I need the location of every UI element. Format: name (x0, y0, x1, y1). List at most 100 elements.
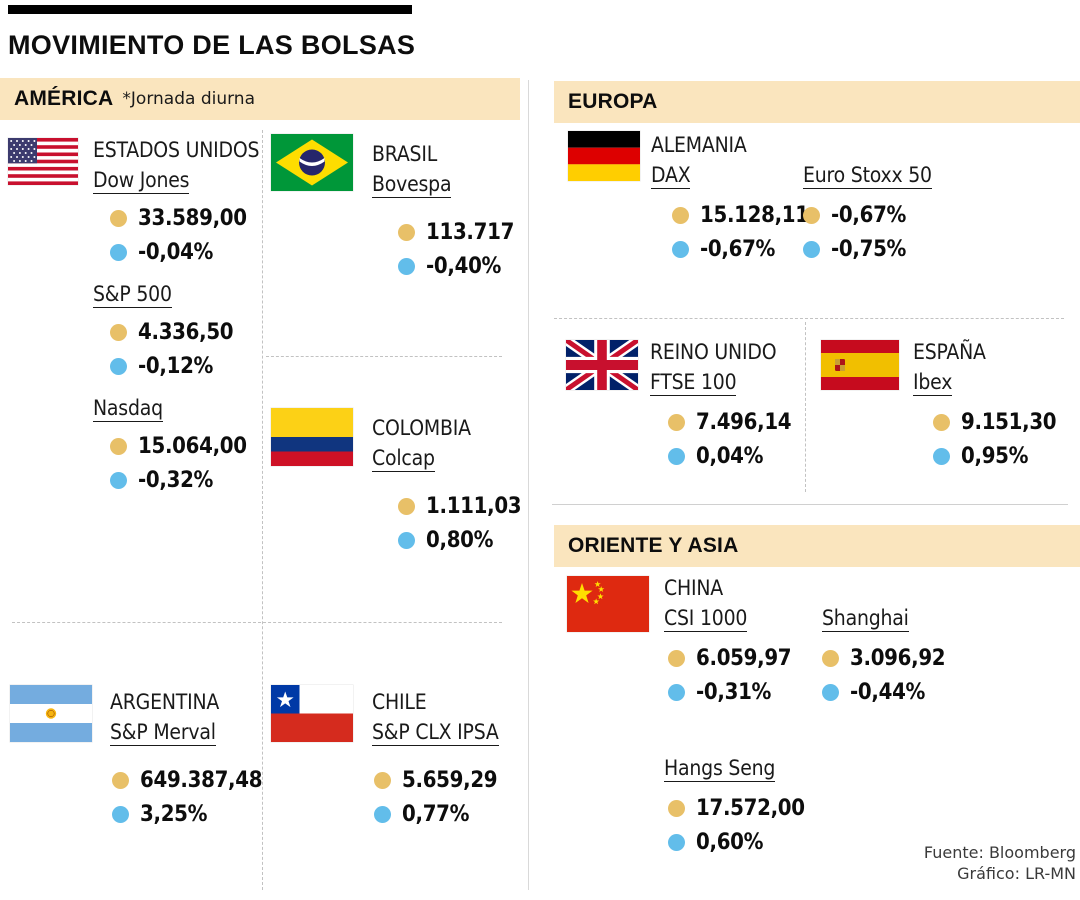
country-name-alemania: ALEMANIA (651, 133, 747, 157)
value-text: -0,67% (831, 203, 907, 228)
change-text: 0,60% (696, 830, 764, 855)
br-flag-art (271, 134, 353, 191)
footer: Fuente: Bloomberg Gráfico: LR-MN (924, 842, 1076, 884)
co-flag-art (271, 408, 353, 466)
value-text: 15.128,11 (700, 203, 809, 228)
index-value-hangs-seng: 17.572,00 (668, 796, 805, 821)
index-name-bovespa: Bovespa (372, 172, 452, 198)
region-header-asia: ORIENTE Y ASIA (554, 525, 1080, 567)
panel-divider (528, 80, 529, 890)
change-dot-icon (668, 834, 685, 851)
index-name-shanghai: Shanghai (822, 606, 909, 632)
index-name-sp-clx-ipsa: S&P CLX IPSA (372, 720, 499, 746)
index-value-dow-jones: 33.589,00 (110, 206, 247, 231)
change-text: 0,95% (961, 444, 1029, 469)
gb-flag (566, 340, 638, 390)
value-dot-icon (668, 800, 685, 817)
index-value-sp500: 4.336,50 (110, 320, 234, 345)
change-text: 0,04% (696, 444, 764, 469)
cl-flag (271, 685, 353, 742)
change-text: 0,77% (402, 802, 470, 827)
value-dot-icon (110, 438, 127, 455)
change-dot-icon (112, 806, 129, 823)
value-text: 6.059,97 (696, 646, 792, 671)
es-flag (821, 340, 899, 390)
index-name-euro-stoxx-50: Euro Stoxx 50 (803, 163, 932, 189)
europa-row-divider (554, 318, 1064, 319)
value-text: 33.589,00 (138, 206, 247, 231)
index-name-ftse-100: FTSE 100 (650, 370, 737, 396)
country-name-estados-unidos: ESTADOS UNIDOS (93, 138, 260, 162)
change-text: 3,25% (140, 802, 208, 827)
index-change-colcap: 0,80% (398, 528, 493, 553)
country-name-china: CHINA (664, 576, 724, 600)
ar-flag-art (10, 685, 92, 742)
index-change-sp-clx-ipsa: 0,77% (374, 802, 469, 827)
value-dot-icon (933, 414, 950, 431)
index-value-euro-stoxx-50: -0,67% (803, 203, 906, 228)
market-espana: ESPAÑA Ibex 9.151,30 0,95% (808, 332, 1068, 492)
value-text: 5.659,29 (402, 768, 498, 793)
index-name-dow-jones: Dow Jones (93, 168, 190, 194)
value-text: 4.336,50 (138, 320, 234, 345)
europa-column-divider (805, 322, 806, 492)
value-dot-icon (668, 650, 685, 667)
cn-flag-art (567, 576, 649, 632)
change-dot-icon (933, 448, 950, 465)
index-change-bovespa: -0,40% (398, 254, 501, 279)
asia-section-rule (552, 504, 1068, 505)
country-name-argentina: ARGENTINA (110, 690, 220, 714)
market-colombia: COLOMBIA Colcap 1.111,03 0,80% (262, 396, 524, 586)
index-name-nasdaq: Nasdaq (93, 396, 163, 422)
index-name-hangs-seng: Hangs Seng (664, 756, 776, 782)
index-change-shanghai: -0,44% (822, 680, 925, 705)
de-flag (568, 131, 640, 181)
country-name-brasil: BRASIL (372, 142, 438, 166)
change-text: -0,40% (426, 254, 502, 279)
index-change-ftse-100: 0,04% (668, 444, 763, 469)
index-value-colcap: 1.111,03 (398, 494, 522, 519)
page-title: MOVIMIENTO DE LAS BOLSAS (8, 30, 416, 60)
de-flag-art (568, 131, 640, 181)
index-value-sp-merval: 649.387,48 (112, 768, 263, 793)
change-dot-icon (668, 684, 685, 701)
value-dot-icon (822, 650, 839, 667)
index-value-csi-1000: 6.059,97 (668, 646, 792, 671)
cl-flag-art (271, 685, 353, 742)
change-text: -0,04% (138, 240, 214, 265)
index-change-sp-merval: 3,25% (112, 802, 207, 827)
co-flag (271, 408, 353, 466)
br-flag (271, 134, 353, 191)
footer-source: Fuente: Bloomberg (923, 843, 1076, 862)
index-value-bovespa: 113.717 (398, 220, 514, 245)
index-change-sp500: -0,12% (110, 354, 213, 379)
america-row-divider (12, 622, 502, 623)
es-flag-art (821, 340, 899, 390)
value-dot-icon (110, 210, 127, 227)
index-change-nasdaq: -0,32% (110, 468, 213, 493)
top-rule (8, 5, 412, 14)
value-text: 15.064,00 (138, 434, 247, 459)
change-text: -0,31% (696, 680, 772, 705)
region-header-europa: EUROPA (554, 81, 1080, 123)
value-text: 17.572,00 (696, 796, 805, 821)
index-name-ibex: Ibex (913, 370, 953, 396)
change-text: -0,32% (138, 468, 214, 493)
value-dot-icon (110, 324, 127, 341)
index-name-sp-merval: S&P Merval (110, 720, 216, 746)
change-dot-icon (374, 806, 391, 823)
index-name-sp500: S&P 500 (93, 282, 172, 308)
value-text: 9.151,30 (961, 410, 1057, 435)
country-name-espana: ESPAÑA (913, 340, 986, 364)
market-china: CHINA CSI 1000 6.059,97 -0,31% Shanghai … (554, 568, 1064, 878)
value-text: 649.387,48 (140, 768, 263, 793)
index-value-dax: 15.128,11 (672, 203, 809, 228)
index-name-dax: DAX (651, 163, 691, 189)
value-dot-icon (668, 414, 685, 431)
value-dot-icon (374, 772, 391, 789)
change-dot-icon (398, 258, 415, 275)
region-title-europa: EUROPA (568, 90, 658, 113)
index-change-euro-stoxx-50: -0,75% (803, 237, 906, 262)
value-text: 3.096,92 (850, 646, 946, 671)
country-name-chile: CHILE (372, 690, 427, 714)
